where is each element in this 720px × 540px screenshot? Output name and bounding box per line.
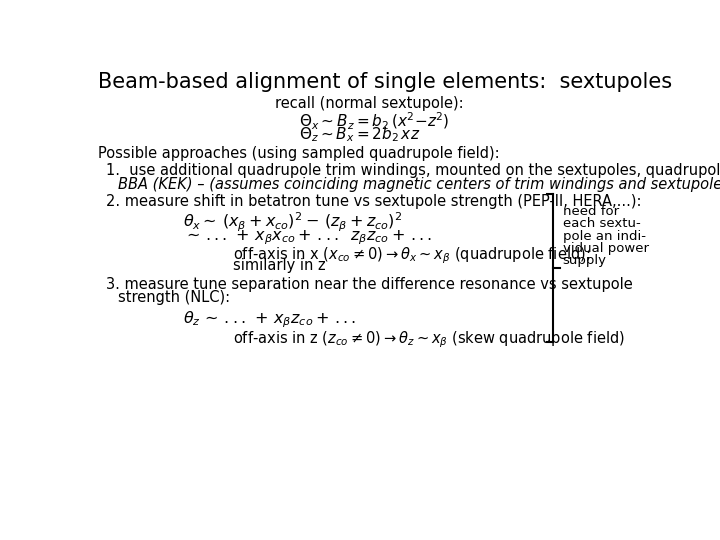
Text: similarly in z: similarly in z bbox=[233, 258, 326, 273]
Text: BBA (KEK) – (assumes coinciding magnetic centers of trim windings and sextupole): BBA (KEK) – (assumes coinciding magnetic… bbox=[118, 177, 720, 192]
Text: $\Theta_z{\sim}B_x{=}2b_2\,xz$: $\Theta_z{\sim}B_x{=}2b_2\,xz$ bbox=[300, 126, 420, 144]
Text: each sextu-: each sextu- bbox=[563, 217, 641, 230]
Text: Possible approaches (using sampled quadrupole field):: Possible approaches (using sampled quadr… bbox=[98, 146, 500, 161]
Text: 2. measure shift in betatron tune vs sextupole strength (PEP-II, HERA,...):: 2. measure shift in betatron tune vs sex… bbox=[106, 194, 650, 209]
Text: off-axis in x $(x_{co}{\neq}0) \rightarrow \theta_x{\sim}x_\beta$ (quadrupole fi: off-axis in x $(x_{co}{\neq}0) \rightarr… bbox=[233, 245, 590, 266]
Text: 3. measure tune separation near the difference resonance vs sextupole: 3. measure tune separation near the diff… bbox=[106, 276, 632, 292]
Text: pole an indi-: pole an indi- bbox=[563, 230, 646, 242]
Text: ${\sim}\,...\,+\,x_\beta x_{co} +\,...\;\;z_\beta z_{co} +\,...$: ${\sim}\,...\,+\,x_\beta x_{co} +\,...\;… bbox=[183, 228, 432, 247]
Text: supply: supply bbox=[563, 254, 607, 267]
Text: 1.  use additional quadrupole trim windings, mounted on the sextupoles, quadrupo: 1. use additional quadrupole trim windin… bbox=[106, 164, 720, 178]
Text: $\theta_x{\sim}\,( x_\beta + x_{co})^2 - \,( z_\beta + z_{co})^2$: $\theta_x{\sim}\,( x_\beta + x_{co})^2 -… bbox=[183, 211, 402, 234]
Text: strength (NLC):: strength (NLC): bbox=[118, 291, 230, 306]
Text: recall (normal sextupole):: recall (normal sextupole): bbox=[275, 96, 463, 111]
Text: Beam-based alignment of single elements:  sextupoles: Beam-based alignment of single elements:… bbox=[98, 72, 672, 92]
Text: off-axis in z $(z_{co}{\neq}0) \rightarrow \theta_z{\sim}x_\beta$ (skew quadrupo: off-axis in z $(z_{co}{\neq}0) \rightarr… bbox=[233, 329, 625, 349]
Text: $\theta_z\,{\sim}\,...\,+\,x_\beta z_{co} +\,...$: $\theta_z\,{\sim}\,...\,+\,x_\beta z_{co… bbox=[183, 309, 356, 330]
Text: need for: need for bbox=[563, 205, 619, 218]
Text: vidual power: vidual power bbox=[563, 242, 649, 255]
Text: $\Theta_x{\sim}B_z{=}b_2\,(x^2{-}z^2)$: $\Theta_x{\sim}B_z{=}b_2\,(x^2{-}z^2)$ bbox=[300, 111, 450, 132]
